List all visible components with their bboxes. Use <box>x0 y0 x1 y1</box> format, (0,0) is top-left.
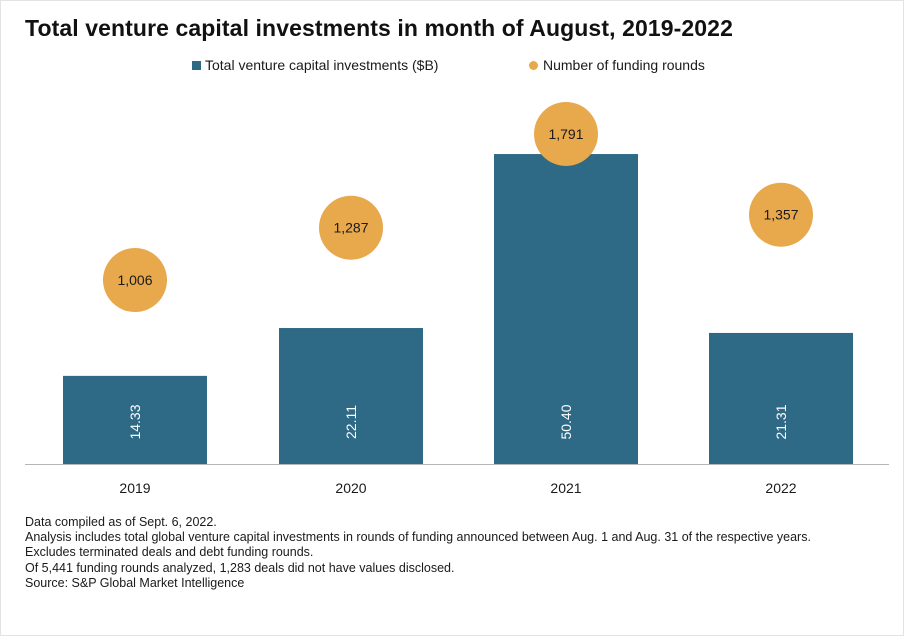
bubble-value-label: 1,287 <box>333 220 368 236</box>
bar-2022 <box>709 332 853 464</box>
chart-title: Total venture capital investments in mon… <box>25 15 733 41</box>
x-tick-label: 2019 <box>119 480 150 496</box>
footnote-line: Of 5,441 funding rounds analyzed, 1,283 … <box>25 560 455 575</box>
bubble-2019 <box>103 248 167 312</box>
x-tick-label: 2020 <box>335 480 366 496</box>
legend-item-rounds: Number of funding rounds <box>529 57 705 73</box>
bar-value-label: 50.40 <box>558 404 574 439</box>
chart-plot-area: 14.33 22.11 50.40 21.31 2019 2020 2021 2022 1,00… <box>25 101 889 496</box>
legend-swatch-investments <box>192 60 201 70</box>
bar-value-label: 14.33 <box>127 404 143 439</box>
bubble-2022 <box>749 182 813 247</box>
bubble-2020 <box>319 195 383 260</box>
bar-2019 <box>63 375 207 464</box>
bubble-value-label: 1,006 <box>117 272 152 288</box>
footnote-line: Excludes terminated deals and debt fundi… <box>25 545 314 560</box>
bar-2021 <box>494 154 638 465</box>
footnote-line: Data compiled as of Sept. 6, 2022. <box>25 515 217 529</box>
legend-swatch-rounds <box>529 60 538 70</box>
legend-label-investments: Total venture capital investments ($B) <box>205 57 439 73</box>
footnote-line: Analysis includes total global venture c… <box>25 530 811 545</box>
legend-label-rounds: Number of funding rounds <box>543 57 705 73</box>
legend-item-investments: Total venture capital investments ($B) <box>192 57 438 73</box>
bubble-value-label: 1,357 <box>763 207 798 223</box>
bar-2020 <box>279 328 423 464</box>
footnotes: Data compiled as of Sept. 6, 2022. Analy… <box>25 515 885 591</box>
x-tick-label: 2022 <box>765 480 796 496</box>
chart-legend: Total venture capital investments ($B) N… <box>1 57 904 77</box>
x-tick-label: 2021 <box>550 480 581 496</box>
bubble-value-label: 1,791 <box>548 126 583 142</box>
footnote-source: Source: S&P Global Market Intelligence <box>25 575 245 590</box>
bubble-2021 <box>534 101 598 166</box>
bar-value-label: 22.11 <box>343 405 359 439</box>
bar-value-label: 21.31 <box>773 404 789 439</box>
